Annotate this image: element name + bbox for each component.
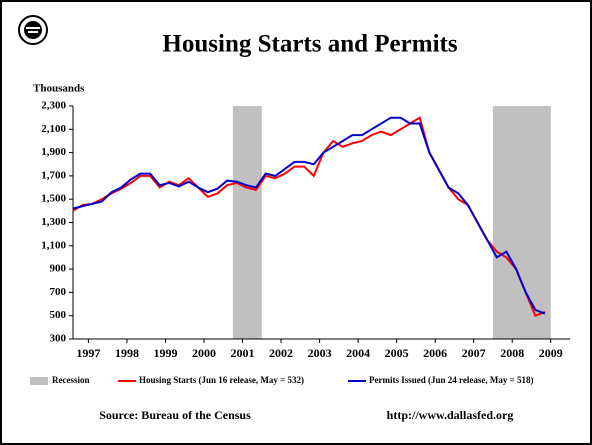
series-line: [72, 116, 546, 315]
y-tick-label: 900: [50, 263, 67, 275]
x-tick-label: 1998: [115, 346, 139, 360]
x-tick-label: 1999: [153, 346, 177, 360]
x-tick-label: 2009: [539, 346, 563, 360]
y-tick-label: 2,300: [41, 100, 66, 112]
y-tick-label: 300: [50, 333, 67, 345]
x-tick-label: 2003: [308, 346, 332, 360]
x-tick-label: 2007: [462, 346, 486, 360]
y-tick-label: 1,900: [41, 146, 66, 158]
y-axis-label: Thousands: [33, 83, 85, 95]
logo: [18, 15, 48, 45]
legend-label: Housing Starts (Jun 16 release, May = 53…: [139, 375, 304, 385]
y-tick-label: 1,300: [41, 216, 66, 228]
x-tick-label: 2001: [231, 346, 255, 360]
y-tick-label: 1,700: [41, 169, 66, 181]
x-tick-label: 2006: [423, 346, 447, 360]
legend-label: Recession: [52, 375, 90, 385]
x-tick-label: 2008: [500, 346, 524, 360]
x-tick-label: 2002: [269, 346, 293, 360]
x-tick-label: 2005: [385, 346, 409, 360]
y-tick-label: 500: [50, 309, 67, 321]
x-tick-label: 2004: [346, 346, 370, 360]
y-tick-label: 1,100: [41, 239, 66, 251]
x-tick-label: 2000: [192, 346, 216, 360]
recession-band: [492, 106, 551, 339]
legend-swatch: [30, 377, 48, 385]
recession-band: [232, 106, 262, 339]
legend-label: Permits Issued (Jun 24 release, May = 51…: [369, 375, 533, 385]
url: http://www.dallasfed.org: [387, 408, 514, 422]
chart-title: Housing Starts and Permits: [162, 31, 457, 58]
x-tick-label: 1997: [76, 346, 100, 360]
source: Source: Bureau of the Census: [99, 408, 251, 422]
y-tick-label: 700: [50, 286, 67, 298]
y-tick-label: 1,500: [41, 193, 66, 205]
y-tick-label: 2,100: [41, 123, 66, 135]
